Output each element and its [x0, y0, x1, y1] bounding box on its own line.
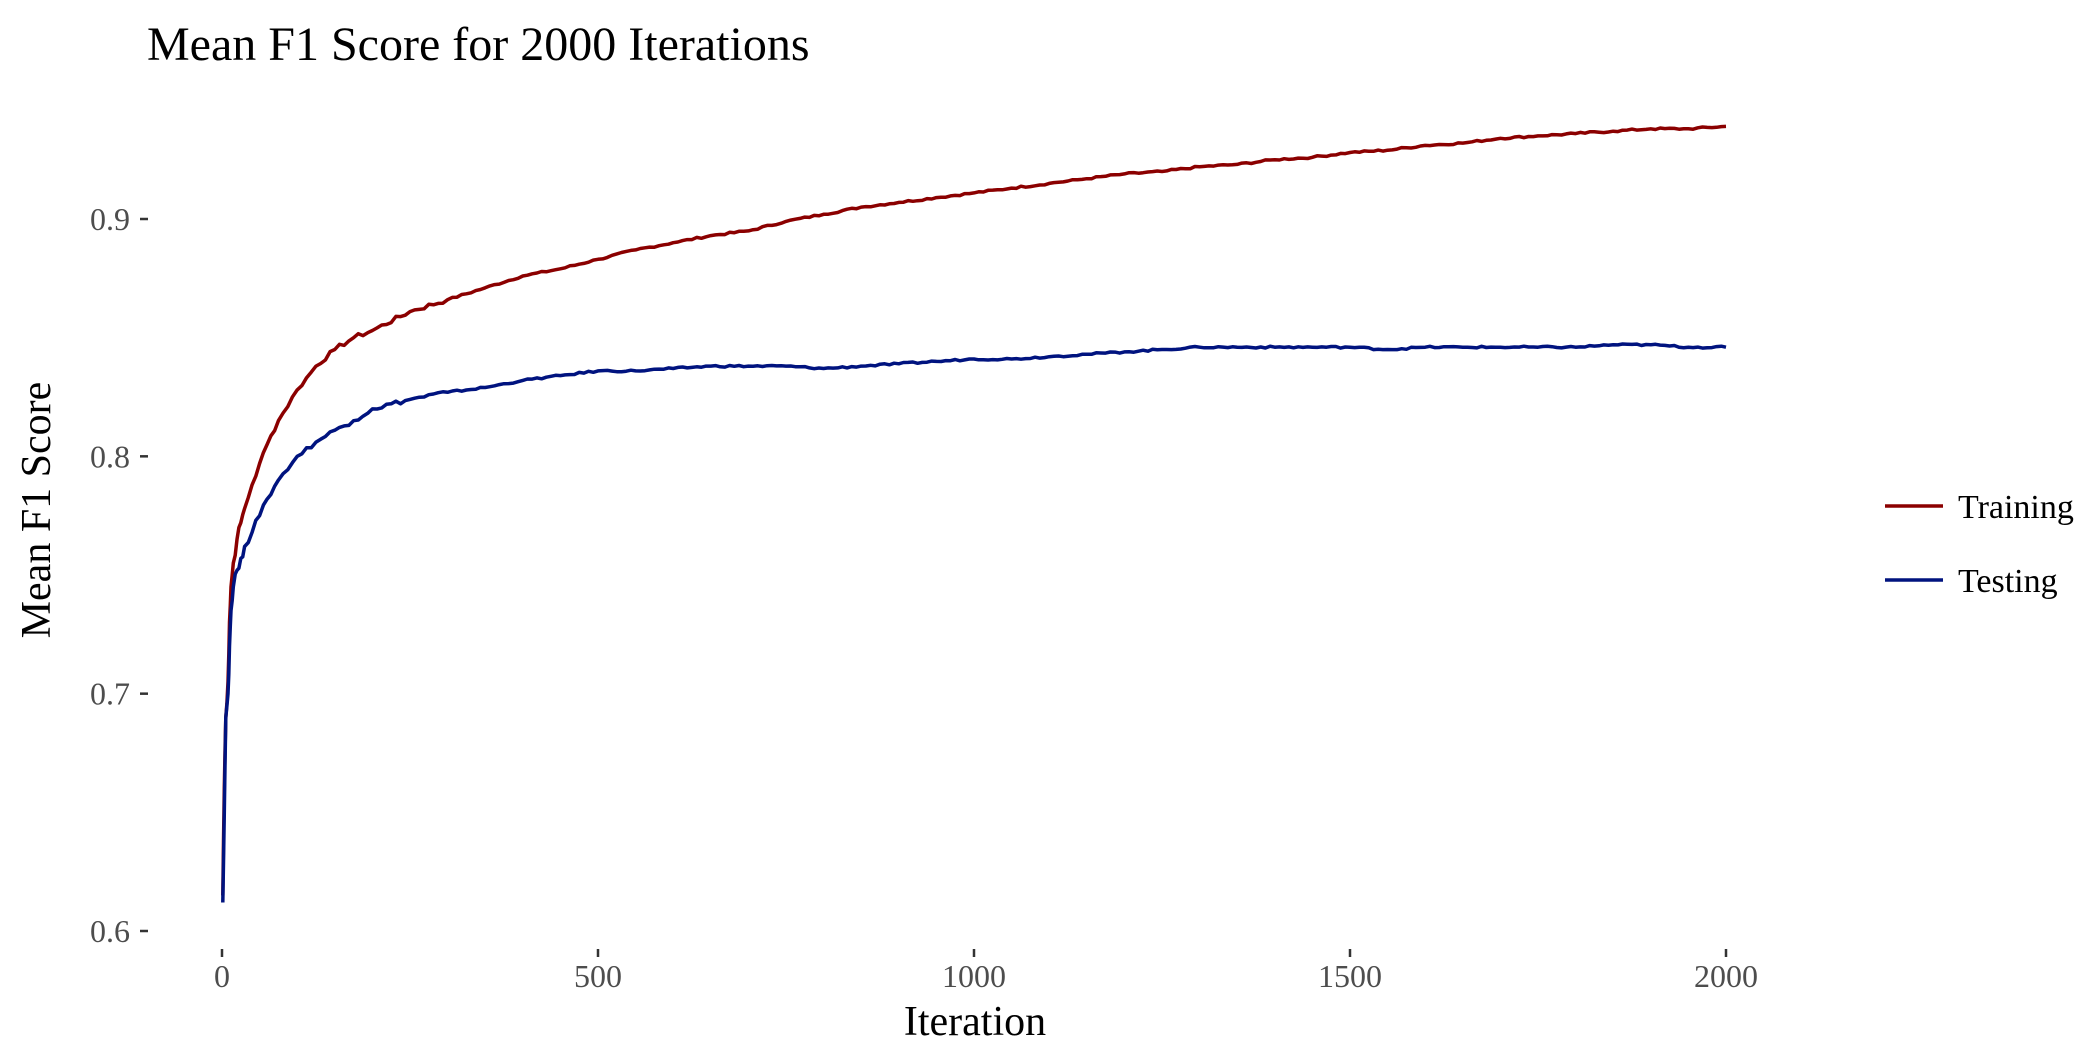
- x-tick-label: 0: [214, 958, 230, 994]
- x-axis-title: Iteration: [904, 999, 1046, 1045]
- series-line-training: [221, 124, 1727, 896]
- y-tick-label: 0.8: [90, 438, 130, 474]
- y-axis-title: Mean F1 Score: [14, 382, 60, 639]
- x-tick-label: 1500: [1318, 958, 1382, 994]
- series-lines: [221, 124, 1727, 903]
- x-tick-label: 2000: [1694, 958, 1758, 994]
- x-axis: 0 500 1000 1500 2000: [214, 949, 1758, 994]
- x-tick-label: 1000: [942, 958, 1006, 994]
- y-tick-label: 0.9: [90, 201, 130, 237]
- y-tick-label: 0.7: [90, 676, 130, 712]
- x-tick-label: 500: [574, 958, 622, 994]
- legend: Training Testing: [1885, 489, 2074, 600]
- legend-label-training: Training: [1958, 489, 2074, 526]
- series-line-testing: [221, 342, 1727, 903]
- y-tick-label: 0.6: [90, 913, 130, 949]
- chart-title: Mean F1 Score for 2000 Iterations: [147, 18, 810, 71]
- legend-label-testing: Testing: [1958, 563, 2058, 600]
- y-axis: 0.6 0.7 0.8 0.9: [90, 201, 148, 949]
